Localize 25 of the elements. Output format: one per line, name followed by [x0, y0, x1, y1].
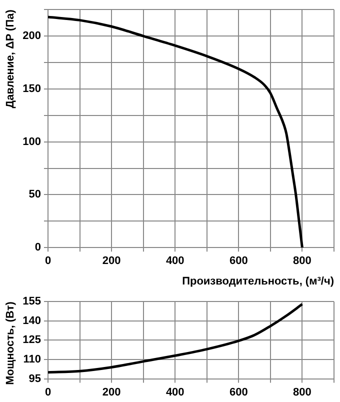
x-tick-label: 400	[166, 255, 184, 268]
y-tick-label: 50	[28, 188, 41, 201]
x-tick-label: 400	[166, 386, 184, 398]
y-tick-label: 110	[23, 354, 41, 366]
y-tick-label: 155	[22, 296, 41, 308]
y-tick-label: 0	[34, 242, 41, 254]
y-axis-title: Давление, ΔP (Па)	[4, 9, 17, 108]
x-axis-title: Производительность, (м³/ч)	[182, 275, 334, 288]
line-series	[48, 302, 304, 374]
x-tick-label: 0	[44, 255, 52, 268]
x-tick-label: 0	[44, 386, 52, 398]
x-tick-label: 600	[229, 386, 248, 398]
x-tick-label: 200	[102, 386, 121, 398]
x-tick-label: 200	[102, 255, 121, 268]
y-tick-label: 100	[22, 136, 41, 148]
y-tick-label: 140	[22, 314, 41, 327]
line-series	[48, 16, 304, 248]
x-tick-label: 800	[293, 255, 312, 268]
y-tick-label: 125	[22, 334, 41, 346]
y-axis-title: Мощность, (Вт)	[4, 301, 17, 385]
x-tick-label: 600	[229, 255, 248, 268]
y-tick-label: 150	[22, 82, 41, 95]
y-tick-label: 95	[28, 372, 41, 385]
x-tick-label: 800	[293, 386, 312, 398]
y-tick-label: 200	[22, 30, 41, 42]
